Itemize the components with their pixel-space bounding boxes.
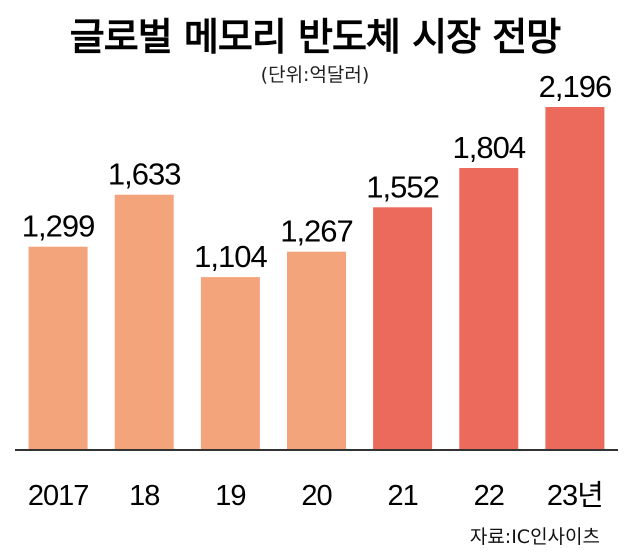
bar-18	[114, 194, 174, 449]
x-tick-label: 2017	[28, 480, 89, 512]
value-label-19: 1,104	[194, 239, 267, 274]
x-tick-label: 21	[387, 480, 417, 512]
x-tick-label: 23년	[547, 480, 603, 512]
source-note: 자료:IC인사이츠	[469, 526, 600, 548]
value-label-20: 1,267	[280, 214, 353, 249]
unit-label: (단위:억달러)	[260, 64, 370, 86]
x-tick-label: 18	[129, 480, 159, 512]
bar-2017	[28, 246, 88, 449]
bar-22	[459, 168, 519, 449]
bar-20	[287, 251, 346, 449]
value-label-2017: 1,299	[22, 209, 95, 244]
bar-21	[373, 207, 433, 449]
x-tick-label: 22	[474, 480, 504, 512]
value-label-21: 1,552	[366, 169, 439, 204]
x-tick-label: 20	[301, 480, 331, 512]
value-label-23년: 2,196	[539, 69, 612, 104]
value-label-18: 1,633	[108, 157, 181, 192]
chart-title: 글로벌 메모리 반도체 시장 전망	[69, 15, 561, 59]
value-label-22: 1,804	[453, 130, 526, 165]
bar-19	[200, 277, 260, 449]
bar-23년	[545, 107, 605, 449]
x-tick-label: 19	[215, 480, 245, 512]
